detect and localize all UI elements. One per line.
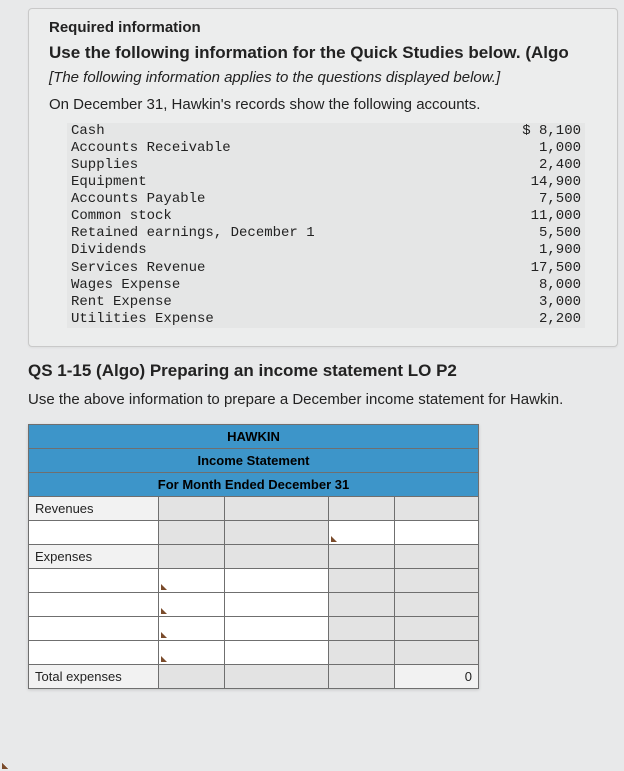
income-statement-worksheet: HAWKIN Income Statement For Month Ended … — [28, 424, 479, 689]
revenue-name-input[interactable] — [29, 520, 159, 544]
cell — [395, 568, 479, 592]
account-row: Wages Expense 8,000 — [67, 277, 585, 294]
revenue-amount-input[interactable] — [329, 520, 395, 544]
total-expenses-label: Total expenses — [29, 664, 159, 688]
expense-name-input[interactable] — [29, 568, 159, 592]
worksheet-header-company: HAWKIN — [29, 424, 479, 448]
worksheet-header-period: For Month Ended December 31 — [29, 472, 479, 496]
account-row: Dividends 1,900 — [67, 242, 585, 259]
expense-amount-input[interactable] — [225, 568, 329, 592]
revenue-amount-input[interactable] — [395, 520, 479, 544]
cell — [159, 664, 225, 688]
cell — [225, 544, 329, 568]
revenues-label: Revenues — [29, 496, 159, 520]
expense-amount-input[interactable] — [159, 616, 225, 640]
cell — [225, 496, 329, 520]
total-expenses-value: 0 — [395, 664, 479, 688]
expense-amount-input[interactable] — [159, 640, 225, 664]
cell — [329, 544, 395, 568]
required-title: Use the following information for the Qu… — [49, 42, 603, 65]
worksheet-header-title: Income Statement — [29, 448, 479, 472]
account-row: Common stock 11,000 — [67, 208, 585, 225]
dropdown-icon — [331, 536, 337, 542]
account-name: Accounts Payable — [71, 191, 205, 208]
account-name: Rent Expense — [71, 294, 172, 311]
cell — [159, 496, 225, 520]
account-value: 2,200 — [501, 311, 581, 328]
cell — [329, 640, 395, 664]
account-name: Common stock — [71, 208, 172, 225]
expense-amount-input[interactable] — [225, 592, 329, 616]
required-label: Required information — [49, 19, 603, 36]
dropdown-icon — [161, 608, 167, 614]
account-row: Supplies 2,400 — [67, 157, 585, 174]
account-row: Services Revenue 17,500 — [67, 260, 585, 277]
account-name: Equipment — [71, 174, 147, 191]
account-row: Cash $ 8,100 — [67, 123, 585, 140]
cell — [329, 496, 395, 520]
account-row: Retained earnings, December 1 5,500 — [67, 225, 585, 242]
expense-amount-input[interactable] — [159, 592, 225, 616]
cell — [159, 520, 225, 544]
account-name: Accounts Receivable — [71, 140, 231, 157]
cell — [395, 544, 479, 568]
expense-amount-input[interactable] — [225, 640, 329, 664]
dropdown-icon — [161, 632, 167, 638]
expense-amount-input[interactable] — [159, 568, 225, 592]
dropdown-icon — [161, 584, 167, 590]
account-row: Rent Expense 3,000 — [67, 294, 585, 311]
account-row: Equipment 14,900 — [67, 174, 585, 191]
expenses-label: Expenses — [29, 544, 159, 568]
qs-instruction: Use the above information to prepare a D… — [28, 391, 614, 408]
account-value: 8,000 — [501, 277, 581, 294]
account-name: Cash — [71, 123, 105, 140]
account-row: Utilities Expense 2,200 — [67, 311, 585, 328]
account-value: $ 8,100 — [501, 123, 581, 140]
account-value: 7,500 — [501, 191, 581, 208]
expense-name-input[interactable] — [29, 616, 159, 640]
cell — [225, 664, 329, 688]
dropdown-icon — [2, 763, 8, 769]
cell — [329, 592, 395, 616]
cell — [395, 496, 479, 520]
cell — [159, 544, 225, 568]
dropdown-icon — [161, 656, 167, 662]
account-name: Dividends — [71, 242, 147, 259]
account-value: 2,400 — [501, 157, 581, 174]
account-value: 3,000 — [501, 294, 581, 311]
info-card: Required information Use the following i… — [28, 8, 618, 347]
account-value: 5,500 — [501, 225, 581, 242]
account-value: 1,900 — [501, 242, 581, 259]
cell — [225, 520, 329, 544]
question-section: QS 1-15 (Algo) Preparing an income state… — [0, 347, 624, 699]
cell — [329, 664, 395, 688]
account-row: Accounts Receivable 1,000 — [67, 140, 585, 157]
account-value: 11,000 — [501, 208, 581, 225]
cell — [395, 592, 479, 616]
qs-title: QS 1-15 (Algo) Preparing an income state… — [28, 361, 614, 381]
expense-amount-input[interactable] — [225, 616, 329, 640]
account-row: Accounts Payable 7,500 — [67, 191, 585, 208]
expense-name-input[interactable] — [29, 592, 159, 616]
account-value: 14,900 — [501, 174, 581, 191]
required-note: [The following information applies to th… — [49, 69, 603, 86]
cell — [395, 640, 479, 664]
expense-name-input[interactable] — [29, 640, 159, 664]
account-value: 1,000 — [501, 140, 581, 157]
account-value: 17,500 — [501, 260, 581, 277]
account-name: Wages Expense — [71, 277, 180, 294]
account-name: Retained earnings, December 1 — [71, 225, 315, 242]
context-line: On December 31, Hawkin's records show th… — [49, 96, 603, 113]
account-name: Services Revenue — [71, 260, 205, 277]
accounts-list: Cash $ 8,100 Accounts Receivable 1,000 Sup… — [67, 123, 585, 328]
account-name: Supplies — [71, 157, 138, 174]
cell — [329, 616, 395, 640]
cell — [329, 568, 395, 592]
account-name: Utilities Expense — [71, 311, 214, 328]
cell — [395, 616, 479, 640]
